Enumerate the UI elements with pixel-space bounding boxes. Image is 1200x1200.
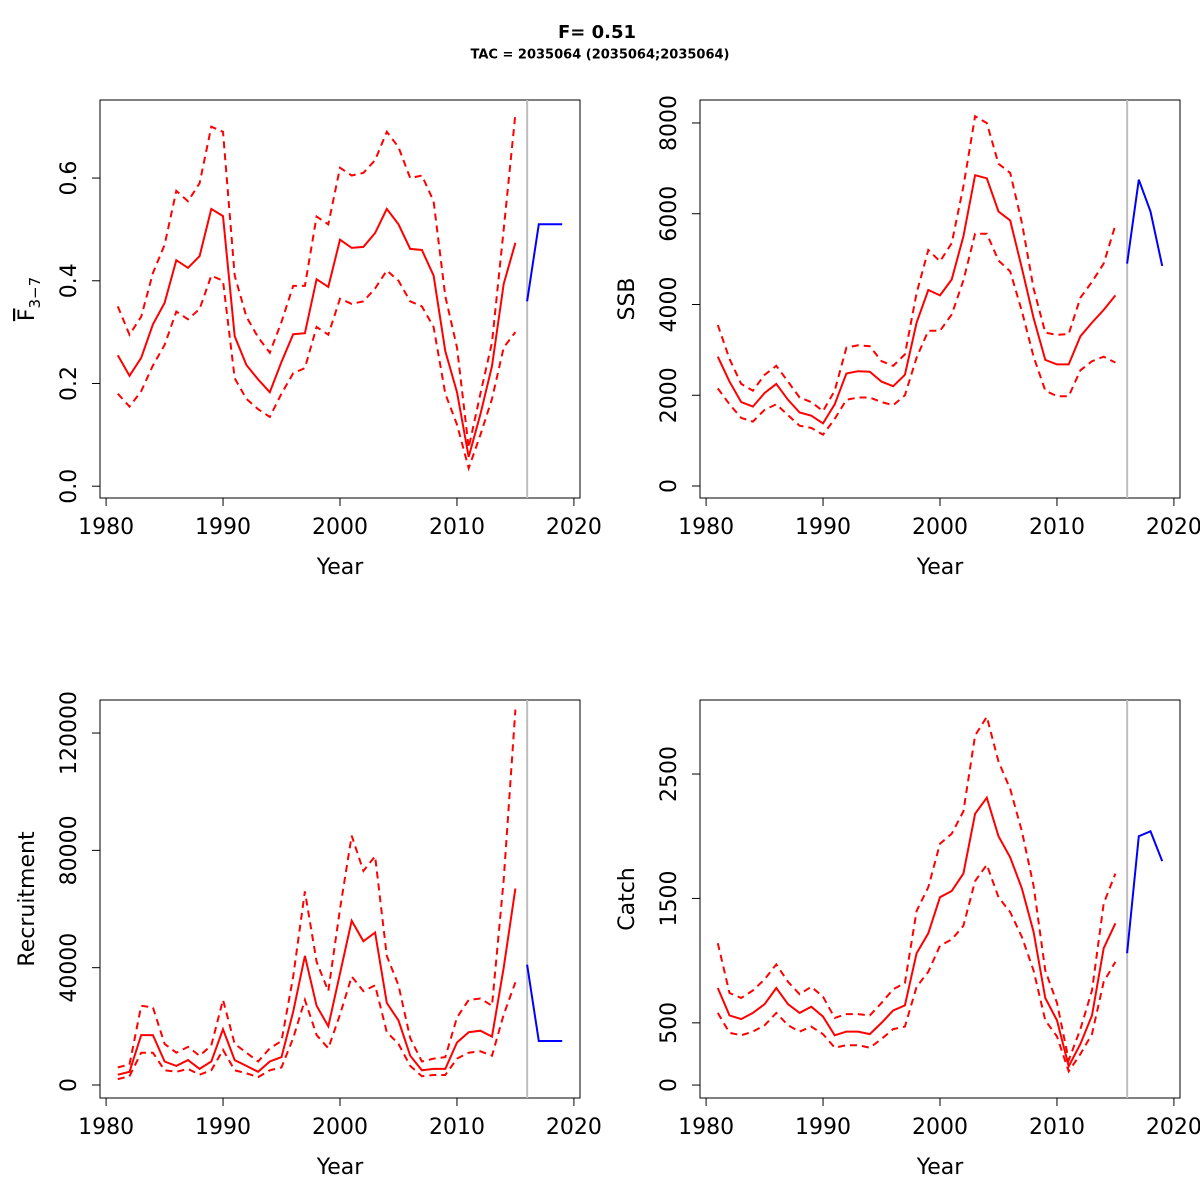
series-line bbox=[117, 709, 517, 1069]
y-tick-label: 0 bbox=[657, 479, 682, 493]
x-tick-label: 1980 bbox=[678, 515, 734, 540]
series-line bbox=[716, 714, 1117, 1064]
series-line bbox=[716, 232, 1116, 437]
x-tick-label: 2000 bbox=[912, 1115, 968, 1140]
x-tick-label: 2010 bbox=[1029, 515, 1085, 540]
x-tick-label: 1990 bbox=[195, 1115, 251, 1140]
series-line bbox=[117, 974, 517, 1081]
y-tick-label: 6000 bbox=[657, 186, 682, 242]
y-axis-label: Catch bbox=[615, 867, 640, 931]
y-axis-label-main: SSB bbox=[615, 277, 640, 320]
x-tick-label: 2020 bbox=[1146, 1115, 1200, 1140]
x-tick-label: 2000 bbox=[912, 515, 968, 540]
y-axis-label-subscript: 3−7 bbox=[26, 277, 44, 309]
title: F= 0.51 bbox=[558, 22, 636, 43]
y-tick-label: 0.6 bbox=[57, 161, 82, 196]
series-line bbox=[116, 206, 517, 458]
y-tick-label: 500 bbox=[657, 1002, 682, 1044]
y-axis-label: SSB bbox=[615, 277, 640, 320]
series-line bbox=[716, 795, 1117, 1070]
y-tick-label: 120000 bbox=[57, 691, 82, 775]
x-tick-label: 1980 bbox=[78, 515, 134, 540]
series-line bbox=[1126, 179, 1164, 267]
y-tick-label: 0 bbox=[57, 1078, 82, 1092]
x-axis-label: Year bbox=[916, 555, 965, 580]
x-tick-label: 1980 bbox=[678, 1115, 734, 1140]
y-tick-label: 1500 bbox=[657, 870, 682, 926]
plot-box bbox=[99, 699, 581, 1099]
y-tick-label: 2500 bbox=[657, 746, 682, 802]
series-line bbox=[716, 114, 1117, 413]
x-axis-label: Year bbox=[316, 1155, 365, 1180]
series-line bbox=[526, 964, 563, 1042]
y-axis-label: Recruitment bbox=[15, 831, 40, 967]
x-tick-label: 2020 bbox=[1146, 515, 1200, 540]
series-line bbox=[117, 888, 517, 1076]
x-tick-label: 2000 bbox=[312, 1115, 368, 1140]
x-tick-label: 2020 bbox=[546, 515, 602, 540]
y-axis-label-main: F bbox=[15, 309, 40, 322]
y-axis-label-main: Catch bbox=[615, 867, 640, 931]
y-tick-label: 0.2 bbox=[57, 366, 82, 401]
x-tick-label: 1990 bbox=[195, 515, 251, 540]
x-axis-label: Year bbox=[916, 1155, 965, 1180]
y-tick-label: 40000 bbox=[57, 933, 82, 1003]
series-line bbox=[1126, 829, 1164, 954]
x-tick-label: 2010 bbox=[429, 1115, 485, 1140]
x-tick-label: 2000 bbox=[312, 515, 368, 540]
series-line bbox=[716, 173, 1117, 425]
x-axis-label: Year bbox=[316, 555, 365, 580]
plot-box bbox=[699, 99, 1181, 499]
y-tick-label: 80000 bbox=[57, 815, 82, 885]
x-tick-label: 2010 bbox=[429, 515, 485, 540]
y-tick-label: 0.4 bbox=[57, 263, 82, 298]
x-tick-label: 1990 bbox=[795, 515, 851, 540]
x-tick-label: 2020 bbox=[546, 1115, 602, 1140]
series-line bbox=[117, 268, 517, 472]
y-axis-label-main: Recruitment bbox=[15, 831, 40, 967]
series-line bbox=[526, 223, 563, 302]
y-tick-label: 0.0 bbox=[57, 469, 82, 504]
y-axis-label: F3−7 bbox=[15, 277, 44, 321]
x-tick-label: 2010 bbox=[1029, 1115, 1085, 1140]
x-tick-label: 1980 bbox=[78, 1115, 134, 1140]
y-tick-label: 8000 bbox=[657, 95, 682, 151]
x-tick-label: 1990 bbox=[795, 1115, 851, 1140]
subtitle: TAC = 2035064 (2035064;2035064) bbox=[471, 48, 730, 63]
y-tick-label: 4000 bbox=[657, 276, 682, 332]
y-tick-label: 0 bbox=[657, 1078, 682, 1092]
series-line bbox=[116, 113, 517, 448]
y-tick-label: 2000 bbox=[657, 367, 682, 423]
series-line bbox=[716, 862, 1117, 1074]
